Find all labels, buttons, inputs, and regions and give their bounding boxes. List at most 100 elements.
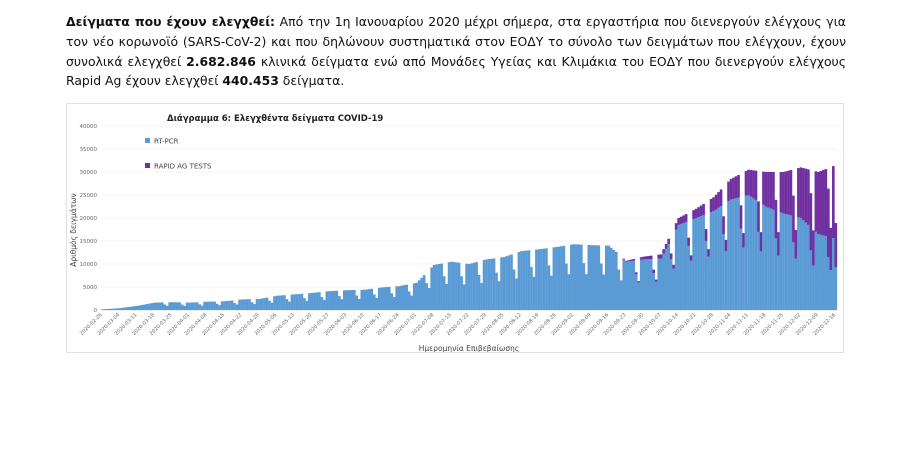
- bar-rt-pcr: [684, 221, 688, 310]
- bar-rt-pcr: [460, 276, 463, 310]
- bar-rt-pcr: [160, 302, 164, 310]
- bar-rt-pcr: [652, 273, 656, 310]
- bar-rt-pcr: [113, 308, 117, 310]
- bar-rt-pcr: [450, 261, 453, 310]
- bar-rt-pcr: [834, 267, 838, 310]
- bar-rt-pcr: [138, 305, 142, 310]
- tests-chart: Διάγραμμα 6: Ελεγχθέντα δείγματα COVID-1…: [69, 113, 838, 353]
- bar-rt-pcr: [350, 290, 354, 310]
- bar-rt-pcr: [669, 259, 673, 310]
- bar-rt-pcr: [772, 209, 775, 310]
- bar-rt-pcr: [530, 266, 533, 310]
- bar-rt-pcr: [230, 300, 234, 310]
- bar-rapid-ag: [834, 223, 838, 268]
- bar-rapid-ag: [617, 269, 621, 271]
- bar-rapid-ag: [644, 256, 648, 260]
- bar-rapid-ag: [639, 257, 643, 260]
- bar-rapid-ag: [777, 232, 780, 256]
- bar-rt-pcr: [213, 301, 216, 310]
- bar-rapid-ag: [717, 192, 720, 208]
- y-axis-label: Αριθμός δειγμάτων: [69, 193, 78, 266]
- bar-rt-pcr: [804, 222, 808, 310]
- bar-rt-pcr: [437, 264, 441, 310]
- bar-rapid-ag: [702, 203, 705, 216]
- bar-rapid-ag: [677, 218, 680, 225]
- bar-rt-pcr: [375, 297, 379, 310]
- bar-rt-pcr: [572, 244, 576, 310]
- y-tick-label: 35000: [80, 147, 98, 153]
- x-axis-label: Ημερομηνία Επιβεβαίωσης: [419, 344, 520, 352]
- bar-rt-pcr: [253, 304, 256, 310]
- bar-rt-pcr: [724, 251, 728, 310]
- bar-rt-pcr: [622, 259, 626, 310]
- bar-rt-pcr: [667, 244, 670, 310]
- bar-rt-pcr: [115, 308, 119, 310]
- bar-rt-pcr: [632, 260, 636, 310]
- bar-rt-pcr: [719, 206, 723, 310]
- bar-rapid-ag: [697, 207, 700, 218]
- bar-rapid-ag: [649, 255, 653, 259]
- bar-rapid-ag: [744, 171, 748, 196]
- bar-rapid-ag: [739, 205, 743, 229]
- bar-rt-pcr: [133, 306, 137, 310]
- bar-rapid-ag: [632, 259, 636, 261]
- bar-rt-pcr: [694, 218, 698, 310]
- bar-rapid-ag: [747, 169, 750, 195]
- bar-rt-pcr: [397, 286, 401, 310]
- bar-rt-pcr: [814, 231, 818, 310]
- bar-rt-pcr: [659, 258, 663, 310]
- bar-rt-pcr: [662, 253, 665, 310]
- y-tick-label: 30000: [80, 170, 98, 176]
- bar-rt-pcr: [619, 280, 623, 310]
- bar-rt-pcr: [410, 295, 414, 310]
- pcr-total: 2.682.846: [186, 53, 256, 69]
- bar-rt-pcr: [737, 197, 740, 310]
- bar-rt-pcr: [425, 283, 428, 310]
- bar-rt-pcr: [300, 293, 304, 310]
- bar-rt-pcr: [679, 223, 683, 310]
- bar-rapid-ag: [749, 170, 753, 197]
- bar-rt-pcr: [557, 246, 561, 310]
- bar-rapid-ag: [667, 238, 670, 245]
- bar-rt-pcr: [505, 256, 508, 310]
- bar-rt-pcr: [525, 250, 528, 310]
- bar-rt-pcr: [290, 294, 294, 310]
- bar-rt-pcr: [560, 246, 563, 310]
- bar-rapid-ag: [669, 253, 673, 260]
- bar-rt-pcr: [405, 284, 409, 310]
- bar-rt-pcr: [402, 285, 406, 310]
- bar-rt-pcr: [101, 309, 104, 310]
- bar-rapid-ag: [742, 233, 745, 248]
- bar-rt-pcr: [682, 222, 685, 310]
- intro-heading: Δείγματα που έχουν ελεγχθεί:: [66, 14, 276, 29]
- bar-rt-pcr: [552, 247, 556, 310]
- bar-rt-pcr: [445, 283, 448, 310]
- bar-rapid-ag: [804, 168, 808, 223]
- bar-rt-pcr: [215, 303, 219, 310]
- bar-rt-pcr: [739, 228, 743, 310]
- bar-rt-pcr: [520, 251, 523, 310]
- bar-rt-pcr: [769, 208, 773, 310]
- bar-rt-pcr: [612, 250, 616, 310]
- bar-rt-pcr: [457, 262, 461, 310]
- bar-rt-pcr: [180, 304, 184, 310]
- bar-rt-pcr: [198, 304, 201, 310]
- bar-rt-pcr: [345, 290, 349, 310]
- bar-rt-pcr: [352, 290, 356, 310]
- bar-rt-pcr: [248, 299, 251, 310]
- bar-rt-pcr: [687, 245, 690, 310]
- bar-rt-pcr: [602, 274, 606, 310]
- bar-rapid-ag: [779, 172, 783, 213]
- bar-rt-pcr: [490, 258, 493, 310]
- bar-rt-pcr: [380, 287, 384, 310]
- bar-rt-pcr: [390, 293, 394, 310]
- bar-rapid-ag: [827, 188, 830, 258]
- bar-rt-pcr: [649, 259, 653, 310]
- bar-rapid-ag: [682, 215, 685, 223]
- bar-rt-pcr: [779, 212, 783, 310]
- bar-rapid-ag: [802, 168, 805, 221]
- bar-rt-pcr: [360, 289, 364, 310]
- bar-rt-pcr: [415, 282, 418, 310]
- bar-rt-pcr: [502, 257, 506, 310]
- bar-rt-pcr: [233, 302, 236, 310]
